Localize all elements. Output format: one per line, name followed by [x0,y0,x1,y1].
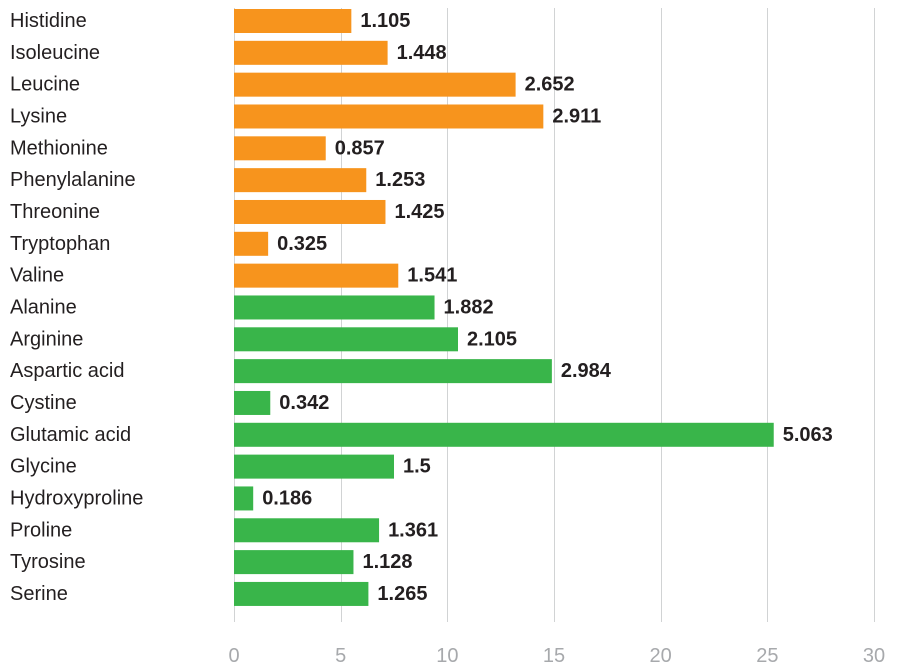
value-label-hydroxyproline: 0.186 [262,487,312,509]
bar-cystine [234,390,271,415]
value-label-methionine: 0.857 [335,137,385,159]
value-label-aspartic-acid: 2.984 [561,360,612,382]
x-tick-label-0: 0 [228,645,239,667]
x-tick-label-20: 20 [650,645,672,667]
bar-hydroxyproline [234,486,254,511]
value-label-tyrosine: 1.128 [362,551,412,573]
x-axis-tick-labels: 0 5 10 15 20 25 30 [228,645,885,667]
category-labels: Histidine Isoleucine Leucine Lysine Methioni… [10,10,143,605]
category-label-leucine: Leucine [10,74,80,96]
bar-isoleucine [234,40,388,65]
value-label-isoleucine: 1.448 [397,42,447,64]
category-label-proline: Proline [10,519,72,541]
bar-leucine [234,72,516,97]
category-label-tyrosine: Tyrosine [10,551,86,573]
category-label-alanine: Alanine [10,296,77,318]
value-label-glutamic-acid: 5.063 [783,424,833,446]
bar-threonine [234,199,386,224]
value-label-glycine: 1.5 [403,456,431,478]
value-labels: 1.105 1.448 2.652 2.911 0.857 1.253 1.425 0.325… [262,10,833,605]
value-label-leucine: 2.652 [525,74,575,96]
category-label-histidine: Histidine [10,10,87,32]
category-label-glycine: Glycine [10,456,77,478]
category-label-arginine: Arginine [10,328,83,350]
bar-aspartic-acid [234,359,552,384]
category-label-aspartic-acid: Aspartic acid [10,360,125,382]
category-label-valine: Valine [10,265,64,287]
bar-serine [234,581,369,606]
category-label-tryptophan: Tryptophan [10,233,110,255]
value-label-tryptophan: 0.325 [277,233,327,255]
x-tick-label-30: 30 [863,645,885,667]
value-label-cystine: 0.342 [279,392,329,414]
value-label-phenylalanine: 1.253 [375,169,425,191]
bar-glutamic-acid [234,422,774,447]
category-label-serine: Serine [10,583,68,605]
value-label-lysine: 2.911 [552,105,601,127]
bar-methionine [234,136,326,161]
bar-tryptophan [234,231,269,256]
bar-valine [234,263,399,288]
category-label-phenylalanine: Phenylalanine [10,169,136,191]
bar-phenylalanine [234,168,367,193]
value-label-histidine: 1.105 [360,10,410,32]
value-label-serine: 1.265 [377,583,427,605]
value-label-alanine: 1.882 [444,296,494,318]
bar-alanine [234,295,435,320]
bar-tyrosine [234,550,354,575]
value-label-threonine: 1.425 [394,201,444,223]
bar-glycine [234,454,394,479]
bar-lysine [234,104,544,129]
value-label-valine: 1.541 [407,265,457,287]
bar-histidine [234,9,352,33]
category-label-hydroxyproline: Hydroxyproline [10,487,143,509]
category-label-lysine: Lysine [10,105,67,127]
value-label-proline: 1.361 [388,519,438,541]
category-label-cystine: Cystine [10,392,77,414]
x-tick-label-5: 5 [335,645,346,667]
value-label-arginine: 2.105 [467,328,517,350]
x-tick-label-10: 10 [436,645,458,667]
category-label-threonine: Threonine [10,201,100,223]
category-label-methionine: Methionine [10,137,108,159]
bars [234,9,774,606]
x-tick-label-25: 25 [756,645,778,667]
category-label-glutamic-acid: Glutamic acid [10,424,131,446]
x-tick-label-15: 15 [543,645,565,667]
bar-proline [234,518,380,543]
bar-arginine [234,327,458,352]
category-label-isoleucine: Isoleucine [10,42,100,64]
